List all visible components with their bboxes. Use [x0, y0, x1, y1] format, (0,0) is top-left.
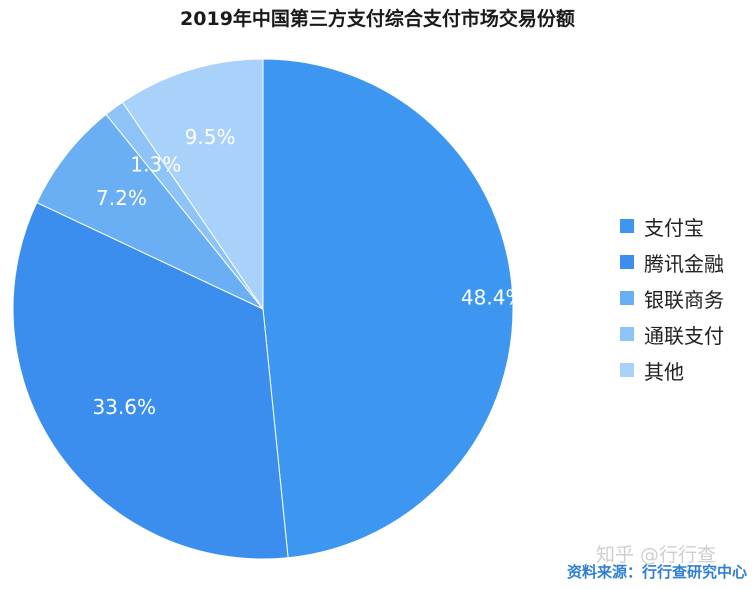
legend-item-allinpay: 通联支付 — [620, 316, 724, 352]
legend: 支付宝 腾讯金融 银联商务 通联支付 其他 — [620, 208, 724, 388]
pie-label-unionpay-merchant: 7.2% — [96, 186, 147, 210]
legend-label-tencent: 腾讯金融 — [644, 251, 724, 276]
pie-label-tencent: 33.6% — [92, 395, 156, 419]
pie-label-allinpay: 1.3% — [130, 152, 181, 176]
legend-label-others: 其他 — [644, 359, 684, 384]
source-note: 资料来源：行行查研究中心 — [566, 563, 747, 581]
pie-label-alipay: 48.4% — [461, 285, 525, 309]
pie-slice-tencent — [12, 201, 289, 560]
legend-item-tencent: 腾讯金融 — [620, 244, 724, 280]
pie-slice-unionpay-merchant — [36, 113, 264, 310]
chart-title: 2019年中国第三方支付综合支付市场交易份额 — [180, 8, 575, 30]
legend-swatch-alipay — [620, 219, 634, 233]
pie-slice-others — [121, 58, 264, 311]
legend-item-others: 其他 — [620, 352, 724, 388]
pie-label-others: 9.5% — [185, 125, 236, 149]
legend-swatch-unionpay-merchant — [620, 291, 634, 305]
legend-label-unionpay-merchant: 银联商务 — [644, 287, 724, 312]
legend-swatch-others — [620, 363, 634, 377]
legend-swatch-tencent — [620, 255, 634, 269]
legend-label-allinpay: 通联支付 — [644, 323, 724, 348]
legend-label-alipay: 支付宝 — [644, 215, 704, 240]
legend-item-alipay: 支付宝 — [620, 208, 724, 244]
legend-swatch-allinpay — [620, 327, 634, 341]
watermark: 知乎 @行行查 — [596, 544, 717, 566]
pie-slice-alipay — [262, 58, 514, 559]
legend-item-unionpay-merchant: 银联商务 — [620, 280, 724, 316]
